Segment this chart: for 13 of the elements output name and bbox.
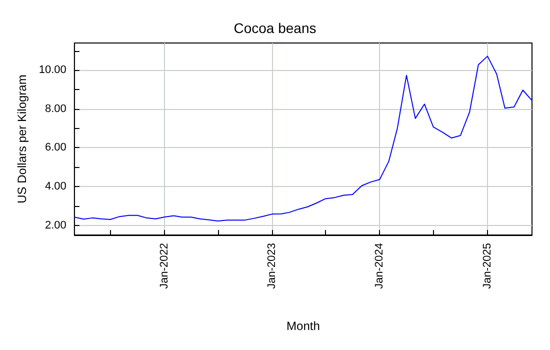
y-tick-label: 10.00: [38, 64, 66, 76]
y-tick-label: 4.00: [45, 180, 66, 193]
x-tick-label: Jan-2022: [158, 243, 171, 289]
x-axis-title: Month: [286, 319, 320, 333]
chart-title: Cocoa beans: [234, 20, 316, 36]
x-tick-label: Jan-2023: [266, 243, 278, 289]
y-tick-label: 8.00: [45, 102, 66, 115]
x-tick-label: Jan-2024: [374, 243, 386, 289]
y-tick-label: 6.00: [45, 142, 66, 154]
y-tick-label: 2.00: [45, 219, 66, 232]
x-tick-label: Jan-2025: [482, 243, 494, 289]
line-series: [74, 56, 532, 222]
y-axis-title: US Dollars per Kilogram: [15, 74, 29, 204]
